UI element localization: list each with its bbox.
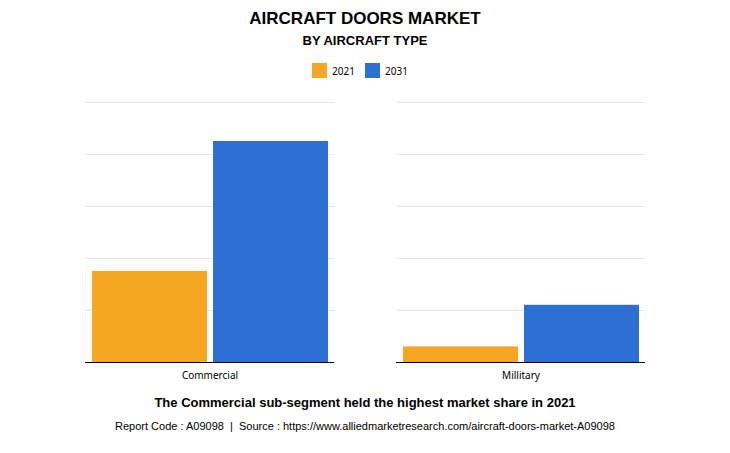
html-text:BY AIRCRAFT TYPE: BY AIRCRAFT TYPE (302, 33, 428, 48)
html-text:The Commercial sub-segment hel: The Commercial sub-segment held the high… (154, 395, 576, 410)
html-text:AIRCRAFT DOORS MARKET: AIRCRAFT DOORS MARKET (249, 9, 481, 28)
html-text:2021: 2021 (332, 63, 355, 78)
svg-text:Commercial: Commercial (182, 368, 238, 382)
html-text:Report Code : A09098 | Source: Report Code : A09098 | Source : https://… (115, 420, 615, 432)
svg-text:Millitary: Millitary (502, 368, 541, 382)
html-text:2031: 2031 (385, 63, 408, 78)
